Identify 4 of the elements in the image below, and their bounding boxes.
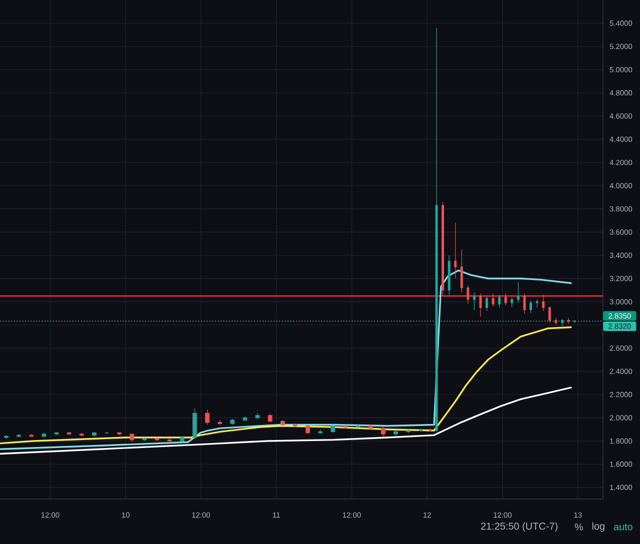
text: log xyxy=(592,522,604,532)
text: 21:25:50 (UTC-7) xyxy=(481,522,558,532)
text: auto xyxy=(614,524,632,530)
text: % xyxy=(574,524,583,530)
